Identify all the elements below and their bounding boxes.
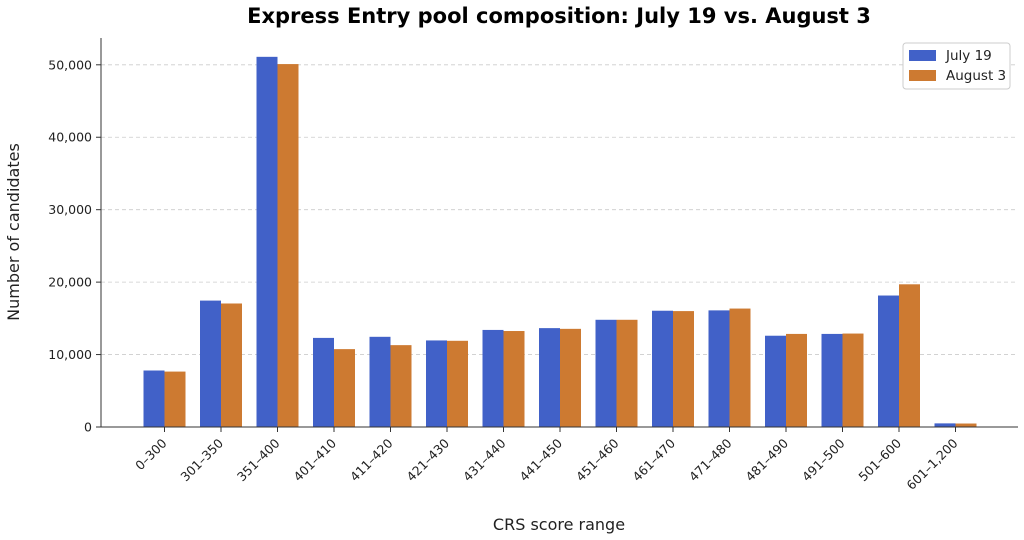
bar-july-19-461-470: [652, 310, 673, 427]
bar-july-19-601-1-200: [934, 423, 956, 427]
bar-july-19-451-460: [595, 319, 617, 427]
legend-label-august-3: August 3: [946, 68, 1006, 84]
bar-august-3-461-470: [673, 311, 694, 427]
x-tick-label: 351–400: [234, 435, 283, 484]
chart-title: Express Entry pool composition: July 19 …: [247, 4, 871, 28]
bars: [143, 56, 977, 428]
bar-july-19-421-430: [426, 340, 447, 427]
legend-swatch-august-3: [909, 70, 936, 81]
bar-august-3-301-350: [221, 303, 242, 427]
x-tick-label: 461–470: [629, 435, 678, 484]
bar-july-19-491-500: [821, 333, 843, 427]
y-tick-label: 30,000: [48, 202, 92, 217]
y-tick-label: 40,000: [48, 130, 92, 145]
x-tick-label: 501–600: [855, 435, 904, 484]
bar-august-3-351-400: [277, 64, 299, 427]
bar-august-3-481-490: [786, 333, 807, 427]
bar-august-3-601-1-200: [955, 423, 977, 427]
y-axis-title: Number of candidates: [4, 143, 23, 321]
bar-july-19-441-450: [539, 328, 560, 427]
y-tick-label: 20,000: [48, 275, 92, 290]
bar-july-19-301-350: [200, 300, 221, 427]
x-axis-title: CRS score range: [493, 515, 625, 534]
x-tick-label: 431–440: [460, 435, 509, 484]
x-tick-label: 441–450: [516, 435, 565, 484]
x-tick-label: 0–300: [132, 435, 170, 473]
x-tick-label: 421–430: [403, 435, 452, 484]
legend: July 19 August 3: [902, 42, 1011, 90]
y-tick-label: 10,000: [48, 347, 92, 362]
y-ticks: 0 10,000 20,000 30,000 40,000 50,000: [48, 57, 101, 435]
x-tick-label: 451–460: [573, 435, 622, 484]
bar-july-19-501-600: [878, 295, 899, 427]
x-tick-label: 601–1,200: [903, 435, 960, 492]
bar-july-19-351-400: [256, 56, 278, 428]
legend-label-july-19: July 19: [945, 48, 992, 64]
x-tick-label: 401–410: [290, 435, 339, 484]
bar-july-19-0-300: [143, 370, 165, 427]
bar-august-3-471-480: [729, 308, 751, 427]
x-tick-label: 471–480: [686, 435, 735, 484]
bar-august-3-451-460: [616, 319, 638, 427]
bar-july-19-481-490: [765, 335, 786, 427]
bar-august-3-411-420: [390, 345, 412, 427]
bar-july-19-411-420: [369, 336, 391, 427]
x-tick-label: 411–420: [347, 435, 396, 484]
bar-july-19-401-410: [313, 337, 334, 427]
y-tick-label: 0: [84, 420, 92, 435]
x-ticks: 0–300 301–350 351–400 401–410 411–420 421–430…: [132, 427, 961, 493]
bar-august-3-501-600: [899, 284, 920, 427]
bar-august-3-431-440: [503, 331, 525, 427]
bar-july-19-471-480: [708, 310, 730, 427]
bar-august-3-491-500: [842, 333, 864, 427]
bar-august-3-0-300: [164, 371, 186, 427]
x-tick-label: 301–350: [177, 435, 226, 484]
bar-august-3-401-410: [334, 349, 355, 427]
bar-july-19-431-440: [482, 329, 504, 427]
x-tick-label: 491–500: [799, 435, 848, 484]
bar-august-3-421-430: [447, 340, 468, 427]
bar-august-3-441-450: [560, 328, 581, 427]
y-tick-label: 50,000: [48, 57, 92, 72]
legend-swatch-july-19: [909, 50, 936, 61]
x-tick-label: 481–490: [742, 435, 791, 484]
